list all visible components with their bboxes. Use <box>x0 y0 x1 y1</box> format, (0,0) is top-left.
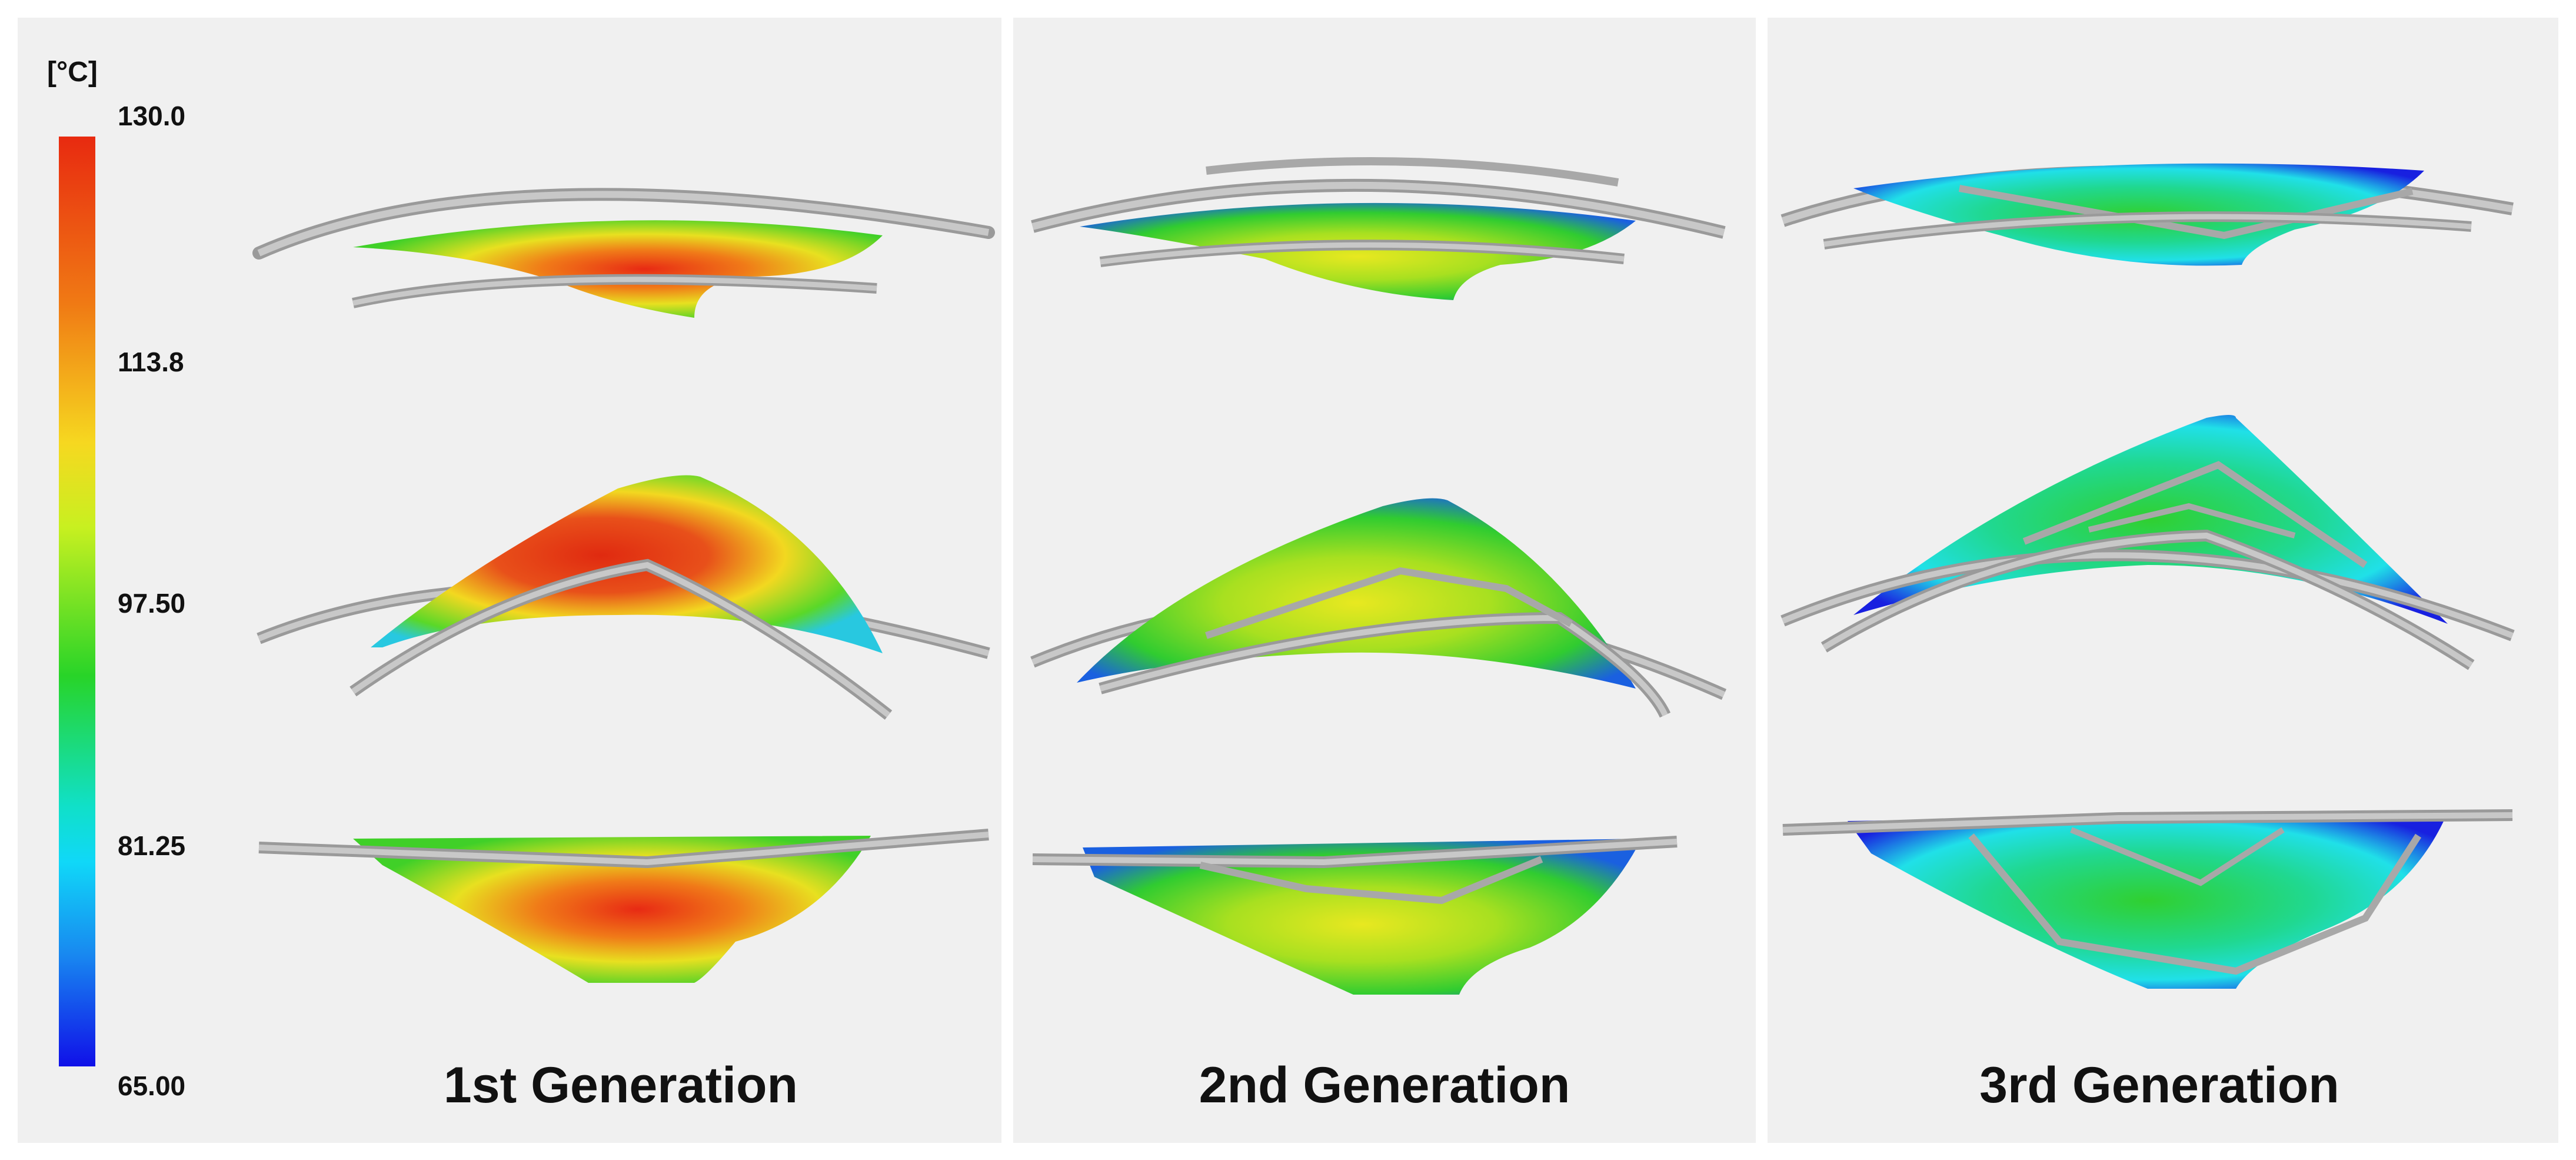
gen1-view-bottom <box>258 829 989 983</box>
gen2-view-bottom <box>1032 836 1678 995</box>
gen1-view-middle <box>257 475 990 720</box>
colorbar-tick-min: 65.00 <box>118 1071 186 1101</box>
colorbar-unit: [°C] <box>47 56 98 88</box>
colorbar-tick-3: 97.50 <box>118 588 186 619</box>
gen2-view-top <box>1031 157 1726 300</box>
gen2-title: 2nd Generation <box>1199 1057 1570 1114</box>
colorbar-tick-max: 130.0 <box>118 101 186 131</box>
gen1-view-top <box>252 188 995 318</box>
gen3-view-bottom <box>1782 809 2513 989</box>
gen3-view-middle <box>1780 415 2515 670</box>
gen2-view-middle <box>1030 498 1727 718</box>
temperature-colorbar <box>59 137 95 1066</box>
gen3-view-top <box>1780 163 2514 266</box>
colorbar-tick-2: 113.8 <box>118 347 184 377</box>
gen1-title: 1st Generation <box>443 1057 798 1114</box>
colorbar-tick-4: 81.25 <box>118 830 186 861</box>
gen3-title: 3rd Generation <box>1979 1057 2339 1114</box>
